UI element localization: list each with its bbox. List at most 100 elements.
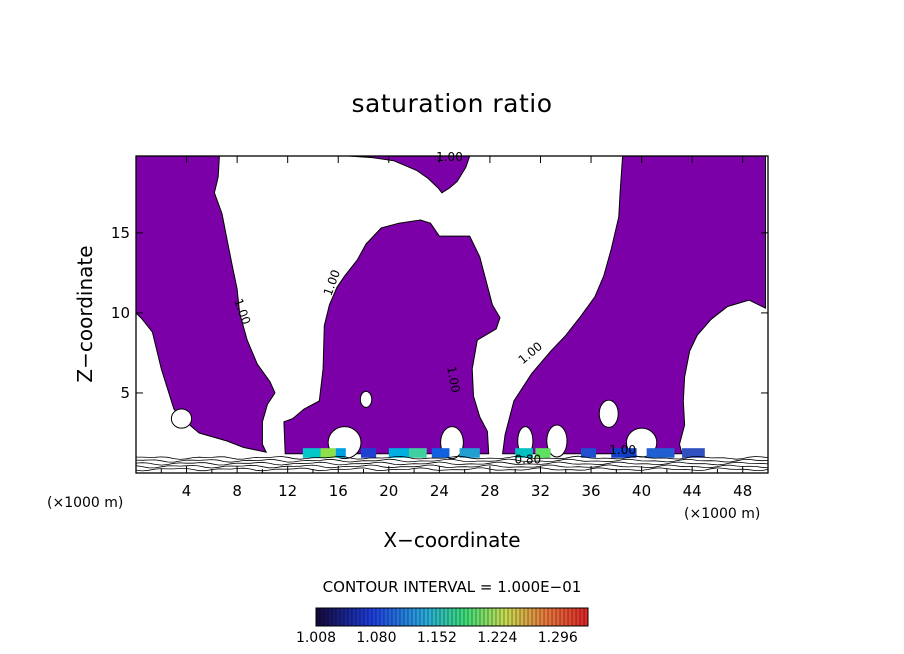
x-tick-label-8: 8 — [232, 482, 242, 500]
colorbar-swatch-31 — [440, 608, 445, 626]
colorbar-swatch-60 — [556, 608, 561, 626]
colorbar-swatch-27 — [424, 608, 429, 626]
colorbar-swatch-63 — [568, 608, 573, 626]
x-tick-label-20: 20 — [379, 482, 398, 500]
contour-region-right-column — [502, 155, 766, 455]
colorbar-swatch-35 — [456, 608, 461, 626]
colorbar-swatch-59 — [552, 608, 557, 626]
colorbar-swatch-57 — [544, 608, 549, 626]
contour-interval: CONTOUR INTERVAL = 1.000E−01 — [323, 578, 582, 596]
contour-hole-right-hole-1 — [546, 424, 568, 458]
y-tick-label-10: 10 — [111, 304, 130, 322]
x-tick-label-28: 28 — [480, 482, 499, 500]
colorbar-swatch-20 — [396, 608, 401, 626]
colorbar-swatch-7 — [344, 608, 349, 626]
contour-band-12 — [646, 448, 675, 458]
y-tick-label-15: 15 — [111, 224, 130, 242]
colorbar: 1.008 1.080 1.152 1.224 1.296 — [296, 607, 589, 646]
colorbar-swatch-22 — [404, 608, 409, 626]
colorbar-swatch-18 — [388, 608, 393, 626]
x-tick-label-12: 12 — [278, 482, 297, 500]
colorbar-swatch-1 — [320, 608, 325, 626]
colorbar-swatch-33 — [448, 608, 453, 626]
colorbar-swatch-11 — [360, 608, 365, 626]
colorbar-swatch-34 — [452, 608, 457, 626]
x-tick-label-24: 24 — [430, 482, 449, 500]
colorbar-swatch-61 — [560, 608, 565, 626]
colorbar-tick-1: 1.080 — [356, 630, 396, 646]
colorbar-swatch-64 — [572, 608, 577, 626]
x-axis: 4 8 12 16 20 24 28 32 36 40 44 48 — [160, 156, 752, 500]
colorbar-swatch-21 — [400, 608, 405, 626]
colorbar-swatch-42 — [484, 608, 489, 626]
colorbar-swatch-56 — [540, 608, 545, 626]
colorbar-swatch-37 — [464, 608, 469, 626]
colorbar-swatch-49 — [512, 608, 517, 626]
colorbar-tick-4: 1.296 — [538, 630, 578, 646]
colorbar-swatch-4 — [332, 608, 337, 626]
x-tick-label-4: 4 — [182, 482, 192, 500]
colorbar-swatch-48 — [508, 608, 513, 626]
z-unit-label: (×1000 m) — [47, 495, 123, 511]
contour-hole-right-bubble — [598, 399, 619, 428]
colorbar-swatch-32 — [444, 608, 449, 626]
surface-contour-0 — [136, 455, 769, 460]
contour-band-9 — [535, 448, 551, 458]
contour-band-0 — [302, 448, 321, 458]
colorbar-swatch-40 — [476, 608, 481, 626]
contour-band-3 — [360, 448, 377, 458]
colorbar-swatch-29 — [432, 608, 437, 626]
plot-frame — [135, 155, 769, 474]
colorbar-swatch-54 — [532, 608, 537, 626]
colorbar-swatch-16 — [380, 608, 385, 626]
colorbar-swatch-67 — [584, 608, 589, 626]
colorbar-swatch-55 — [536, 608, 541, 626]
contour-band-8 — [515, 448, 533, 458]
colorbar-swatch-50 — [516, 608, 521, 626]
colorbar-swatch-30 — [436, 608, 441, 626]
colorbar-swatch-53 — [528, 608, 533, 626]
contour-band-10 — [580, 448, 597, 458]
colorbar-swatch-43 — [488, 608, 493, 626]
colorbar-swatch-23 — [408, 608, 413, 626]
colorbar-swatch-36 — [460, 608, 465, 626]
colorbar-tick-3: 1.224 — [477, 630, 517, 646]
colorbar-swatch-0 — [316, 608, 321, 626]
colorbar-swatch-52 — [524, 608, 529, 626]
contour-band-6 — [431, 448, 450, 458]
colorbar-swatch-38 — [468, 608, 473, 626]
colorbar-swatch-8 — [348, 608, 353, 626]
x-tick-label-44: 44 — [683, 482, 702, 500]
colorbar-swatch-51 — [520, 608, 525, 626]
colorbar-swatch-9 — [352, 608, 357, 626]
y-axis-label: Z−coordinate — [73, 245, 97, 382]
colorbar-tick-0: 1.008 — [296, 630, 336, 646]
colorbar-swatch-28 — [428, 608, 433, 626]
colorbar-swatch-6 — [340, 608, 345, 626]
colorbar-swatch-62 — [564, 608, 569, 626]
colorbar-swatch-10 — [356, 608, 361, 626]
x-tick-label-40: 40 — [632, 482, 651, 500]
x-tick-label-32: 32 — [531, 482, 550, 500]
contour-band-5 — [409, 448, 427, 458]
colorbar-swatch-15 — [376, 608, 381, 626]
colorbar-swatch-25 — [416, 608, 421, 626]
colorbar-tick-2: 1.152 — [417, 630, 457, 646]
colorbar-swatch-39 — [472, 608, 477, 626]
x-unit-label: (×1000 m) — [684, 506, 760, 522]
x-tick-label-36: 36 — [581, 482, 600, 500]
x-tick-label-16: 16 — [329, 482, 348, 500]
contour-band-7 — [459, 448, 480, 458]
colorbar-swatch-5 — [336, 608, 341, 626]
contour-band-13 — [682, 448, 705, 458]
contour-band-11 — [611, 448, 637, 458]
surface-contour-2 — [135, 461, 769, 466]
contour-band-4 — [388, 448, 410, 458]
colorbar-swatch-47 — [504, 608, 509, 626]
contour-region-left-column — [135, 155, 276, 453]
contour-hole-left-bubble — [170, 408, 193, 429]
contour-band-2 — [335, 448, 346, 458]
contour-label-0: 1.00 — [436, 150, 463, 164]
colorbar-swatch-2 — [324, 608, 329, 626]
